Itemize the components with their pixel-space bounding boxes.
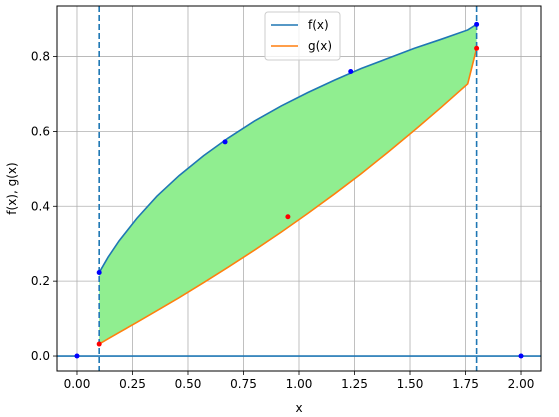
x-tick-label: 0.00 [64,377,91,391]
legend-label: g(x) [308,39,332,53]
y-tick-label: 0.6 [31,124,50,138]
series-line-g [98,48,478,345]
g-point [96,341,102,347]
legend: f(x) g(x) [264,11,341,61]
f-point [474,21,480,27]
x-tick-label: 0.50 [175,377,202,391]
axis-ticks: 0.00 0.25 0.50 0.75 1.00 1.25 1.50 1.75 2.00 0.0 0… [31,50,534,391]
g-point [285,214,291,220]
series-lines [98,23,478,345]
x-tick-label: 0.25 [119,377,146,391]
x-tick-label: 0.75 [230,377,257,391]
f-point [74,353,80,359]
y-tick-label: 0.4 [31,199,50,213]
g-point [474,45,480,51]
x-tick-label: 1.75 [452,377,479,391]
f-point [518,353,524,359]
legend-label: f(x) [308,18,329,32]
y-tick-label: 0.8 [31,50,50,64]
x-tick-label: 1.00 [286,377,313,391]
reference-lines [57,6,541,371]
y-axis-label: f(x), g(x) [5,162,19,214]
fill-between-area [99,24,477,345]
f-point [96,270,102,276]
series-line-f [98,23,478,273]
y-tick-label: 0.0 [31,349,50,363]
x-tick-label: 1.50 [397,377,424,391]
x-tick-label: 1.25 [341,377,368,391]
y-tick-label: 0.2 [31,274,50,288]
f-point [348,69,354,75]
legend-box [264,11,341,61]
x-axis-label: x [295,401,302,415]
fill-between-polygon [99,24,477,345]
marked-points [74,21,524,359]
x-tick-label: 2.00 [508,377,535,391]
f-point [222,139,228,145]
